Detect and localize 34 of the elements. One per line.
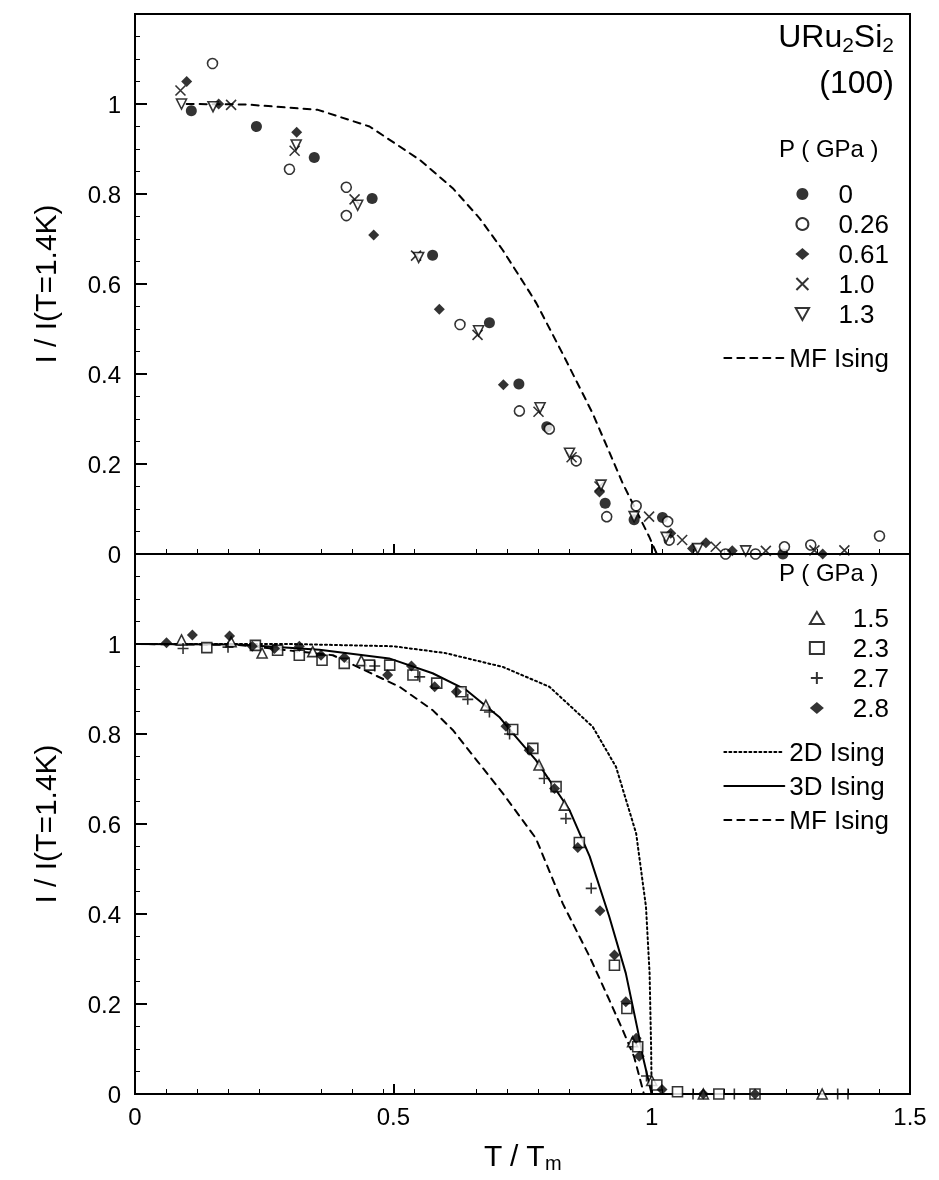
y-tick-label: 0.6 bbox=[87, 270, 121, 298]
legend-label: 0 bbox=[838, 179, 853, 209]
legend-label: MF Ising bbox=[789, 343, 889, 373]
x-tick-label: 1.5 bbox=[893, 1102, 927, 1130]
x-tick-label: 0.5 bbox=[376, 1102, 411, 1130]
y-tick-label: 0 bbox=[107, 540, 121, 568]
legend-label: 0.61 bbox=[838, 239, 890, 269]
legend-label: 0.26 bbox=[838, 209, 890, 239]
y-axis-title: I / I(T=1.4K) bbox=[28, 204, 62, 364]
y-tick-label: 1 bbox=[107, 90, 121, 118]
legend-label: 2.3 bbox=[852, 633, 890, 663]
legend-label: 1.0 bbox=[838, 269, 875, 299]
legend-label: 1.3 bbox=[838, 299, 875, 329]
y-axis-title: I / I(T=1.4K) bbox=[28, 744, 62, 904]
y-tick-label: 0.4 bbox=[87, 900, 121, 928]
legend-title: P ( GPa ) bbox=[778, 558, 879, 586]
legend-label: 2D Ising bbox=[789, 737, 885, 767]
y-tick-label: 1 bbox=[107, 630, 121, 658]
x-tick-label: 1 bbox=[644, 1102, 659, 1130]
y-tick-label: 0 bbox=[107, 1080, 121, 1108]
legend-label: 2.8 bbox=[852, 693, 890, 723]
y-tick-label: 0.2 bbox=[87, 450, 121, 478]
legend-label: 2.7 bbox=[852, 663, 890, 693]
y-tick-label: 0.8 bbox=[87, 180, 121, 208]
legend-label: MF Ising bbox=[789, 805, 889, 835]
legend-label: 3D Ising bbox=[789, 771, 885, 801]
x-tick-label: 0 bbox=[128, 1102, 142, 1130]
legend-title: P ( GPa ) bbox=[778, 134, 879, 162]
y-tick-label: 0.2 bbox=[87, 990, 121, 1018]
y-tick-label: 0.4 bbox=[87, 360, 121, 388]
legend-label: 1.5 bbox=[852, 603, 890, 633]
annotation: (100) bbox=[819, 64, 894, 100]
y-tick-label: 0.8 bbox=[87, 720, 121, 748]
y-tick-label: 0.6 bbox=[87, 810, 121, 838]
